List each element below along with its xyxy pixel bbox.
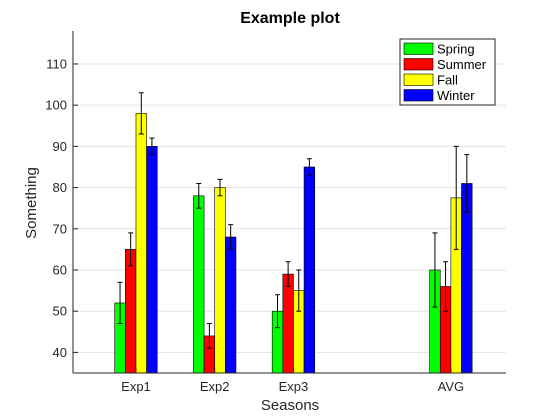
bar-winter-exp1 bbox=[146, 146, 158, 374]
y-tick-label: 90 bbox=[53, 139, 67, 154]
legend-label-summer: Summer bbox=[437, 57, 487, 72]
legend-swatch-spring bbox=[403, 42, 434, 55]
y-tick-label: 70 bbox=[53, 221, 67, 236]
tick-labels: 40 50 60 70 80 90 100 110 Exp1 Exp2 Exp3 AVG bbox=[45, 56, 464, 394]
y-tick-label: 80 bbox=[53, 180, 67, 195]
bar-fall-exp1 bbox=[135, 113, 147, 374]
y-tick-label: 40 bbox=[53, 345, 67, 360]
legend-swatch-winter bbox=[403, 89, 434, 102]
y-tick-label: 60 bbox=[53, 262, 67, 277]
bar-winter-exp2 bbox=[225, 236, 237, 374]
x-axis-label: Seasons bbox=[261, 397, 319, 414]
axes bbox=[72, 31, 506, 374]
chart-title: Example plot bbox=[240, 10, 340, 27]
y-tick-label: 100 bbox=[45, 98, 67, 113]
legend-label-spring: Spring bbox=[437, 42, 475, 57]
legend-swatch-fall bbox=[403, 73, 434, 86]
legend-label-winter: Winter bbox=[437, 88, 475, 103]
x-tick-label: Exp3 bbox=[279, 379, 309, 394]
bar-winter-exp3 bbox=[303, 166, 315, 374]
legend-swatch-summer bbox=[403, 58, 434, 71]
x-tick-label: Exp2 bbox=[200, 379, 230, 394]
bar-fall-exp2 bbox=[214, 187, 226, 374]
bar-spring-exp2 bbox=[193, 195, 205, 374]
bar-summer-exp1 bbox=[125, 249, 137, 374]
x-tick-label: Exp1 bbox=[121, 379, 151, 394]
y-tick-label: 50 bbox=[53, 304, 67, 319]
error-bars bbox=[117, 92, 470, 349]
x-tick-label: AVG bbox=[438, 379, 465, 394]
bar-summer-exp3 bbox=[282, 273, 294, 374]
legend-label-fall: Fall bbox=[437, 73, 458, 88]
y-axis-label: Something bbox=[23, 167, 40, 239]
y-tick-label: 110 bbox=[46, 56, 67, 71]
